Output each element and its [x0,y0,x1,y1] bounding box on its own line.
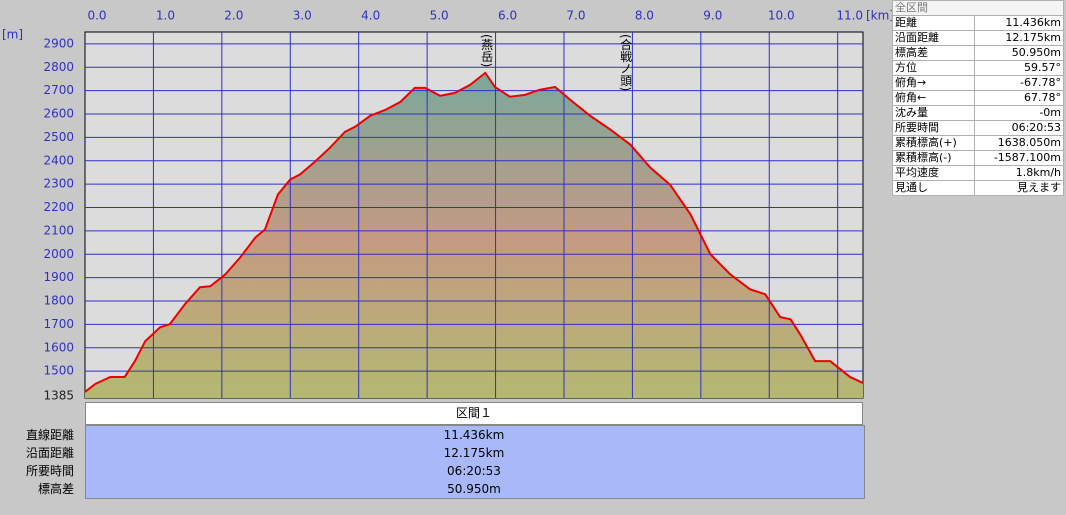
summary-table: 全区間 距離 11.436km 沿面距離 12.175km 標高差 50.950m 方位 59.… [891,0,1064,196]
summary-key: 方位 [891,60,976,76]
summary-key: 累積標高(+) [891,135,976,151]
summary-value: 67.78° [974,90,1064,106]
summary-value: 50.950m [974,45,1064,61]
y-tick-label: 2600 [43,107,74,121]
terrain-area [85,72,863,398]
summary-title: 全区間 [892,0,1064,16]
x-tick-label: 1.0 [156,9,175,23]
section-title: 区間１ [85,402,863,425]
x-tick-label: 6.0 [498,9,517,23]
profile-line [84,71,864,393]
summary-key: 俯角→ [891,75,976,91]
x-tick-label: 10.0 [768,9,795,23]
x-tick-label: 8.0 [635,9,654,23]
summary-key: 所要時間 [891,120,976,136]
y-tick-label: 1700 [43,317,74,331]
peak-label: (合戦ノ頭) [619,34,633,91]
y-tick-label: 2000 [43,247,74,261]
summary-key: 平均速度 [891,165,976,181]
summary-key: 見通し [891,180,976,196]
y-tick-label: 1600 [43,340,74,354]
x-tick-label: 11.0 [836,9,863,23]
section-key: 直線距離 [25,428,74,442]
y-tick-label: 2500 [43,130,74,144]
summary-value: -67.78° [974,75,1064,91]
section-value: 06:20:53 [447,464,501,478]
summary-value: -0m [974,105,1064,121]
summary-value: 見えます [974,180,1064,196]
y-axis-unit: [m] [2,28,23,42]
x-tick-label: 4.0 [361,9,380,23]
summary-key: 距離 [891,15,976,31]
x-axis-unit: [km] [866,9,892,23]
summary-value: 1.8km/h [974,165,1064,181]
summary-key: 累積標高(-) [891,150,976,166]
x-tick-label: 9.0 [703,9,722,23]
section-body [85,425,865,499]
summary-value: 59.57° [974,60,1064,76]
x-tick-label: 7.0 [566,9,585,23]
summary-key: 沿面距離 [891,30,976,46]
section-value: 11.436km [443,428,505,442]
y-tick-label: 2300 [43,177,74,191]
section-value: 12.175km [443,446,505,460]
summary-value: 12.175km [974,30,1064,46]
y-tick-label: 1385 [43,389,74,403]
y-tick-label: 1500 [43,364,74,378]
x-tick-label: 3.0 [293,9,312,23]
summary-value: 11.436km [974,15,1064,31]
section-key: 所要時間 [25,464,74,478]
section-key: 標高差 [37,482,74,496]
y-tick-label: 2400 [43,153,74,167]
summary-key: 標高差 [891,45,976,61]
y-tick-label: 2900 [43,36,74,50]
summary-key: 沈み量 [891,105,976,121]
y-tick-label: 2200 [43,200,74,214]
summary-value: 06:20:53 [974,120,1064,136]
y-tick-label: 1800 [43,294,74,308]
y-tick-label: 2100 [43,223,74,237]
summary-value: -1587.100m [974,150,1064,166]
summary-key: 俯角← [891,90,976,106]
y-tick-label: 1900 [43,270,74,284]
x-tick-label: 5.0 [430,9,449,23]
summary-value: 1638.050m [974,135,1064,151]
peak-label: (燕岳) [480,34,494,67]
chart: [m] [km] 1385 1500 1600 1700 1800 1900 2000 210… [2,9,892,403]
x-tick-label: 2.0 [224,9,243,23]
y-tick-label: 2700 [43,83,74,97]
section-key: 沿面距離 [25,446,74,460]
y-tick-label: 2800 [43,60,74,74]
x-tick-label: 0.0 [87,9,106,23]
section-value: 50.950m [447,482,501,496]
